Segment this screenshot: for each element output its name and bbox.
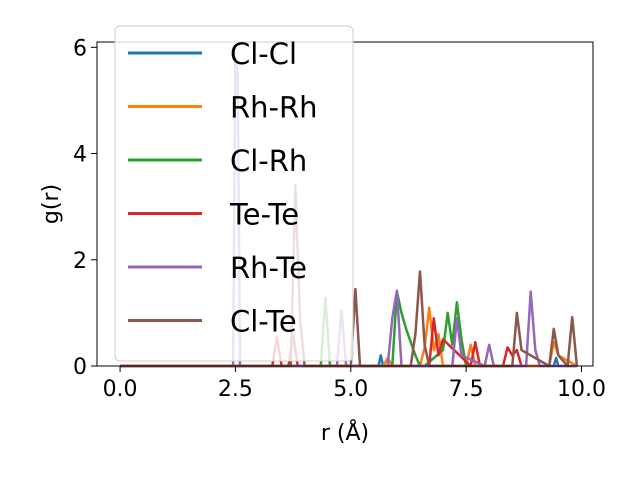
- x-tick-label: 2.5: [218, 377, 253, 402]
- legend-label-3: Te-Te: [229, 198, 299, 232]
- y-tick-label: 2: [73, 249, 87, 274]
- y-tick-label: 6: [73, 36, 87, 61]
- legend-label-5: Cl-Te: [230, 305, 297, 339]
- legend-box: [114, 25, 354, 362]
- legend-label-1: Rh-Rh: [230, 91, 318, 125]
- x-axis-label: r (Å): [321, 419, 369, 446]
- legend-label-4: Rh-Te: [230, 251, 307, 285]
- legend-label-0: Cl-Cl: [230, 37, 297, 71]
- y-axis: 0 2 4 6: [73, 36, 97, 380]
- y-tick-label: 4: [73, 143, 87, 168]
- x-tick-label: 10.0: [557, 377, 606, 402]
- legend-label-2: Cl-Rh: [230, 144, 307, 178]
- legend: Cl-Cl Rh-Rh Cl-Rh Te-Te Rh-Te Cl-Te: [114, 25, 354, 362]
- x-tick-label: 0.0: [103, 377, 138, 402]
- y-axis-label: g(r): [39, 184, 64, 224]
- x-tick-label: 5.0: [333, 377, 368, 402]
- y-tick-label: 0: [73, 355, 87, 380]
- x-axis: 0.0 2.5 5.0 7.5 10.0: [103, 366, 606, 402]
- x-tick-label: 7.5: [449, 377, 484, 402]
